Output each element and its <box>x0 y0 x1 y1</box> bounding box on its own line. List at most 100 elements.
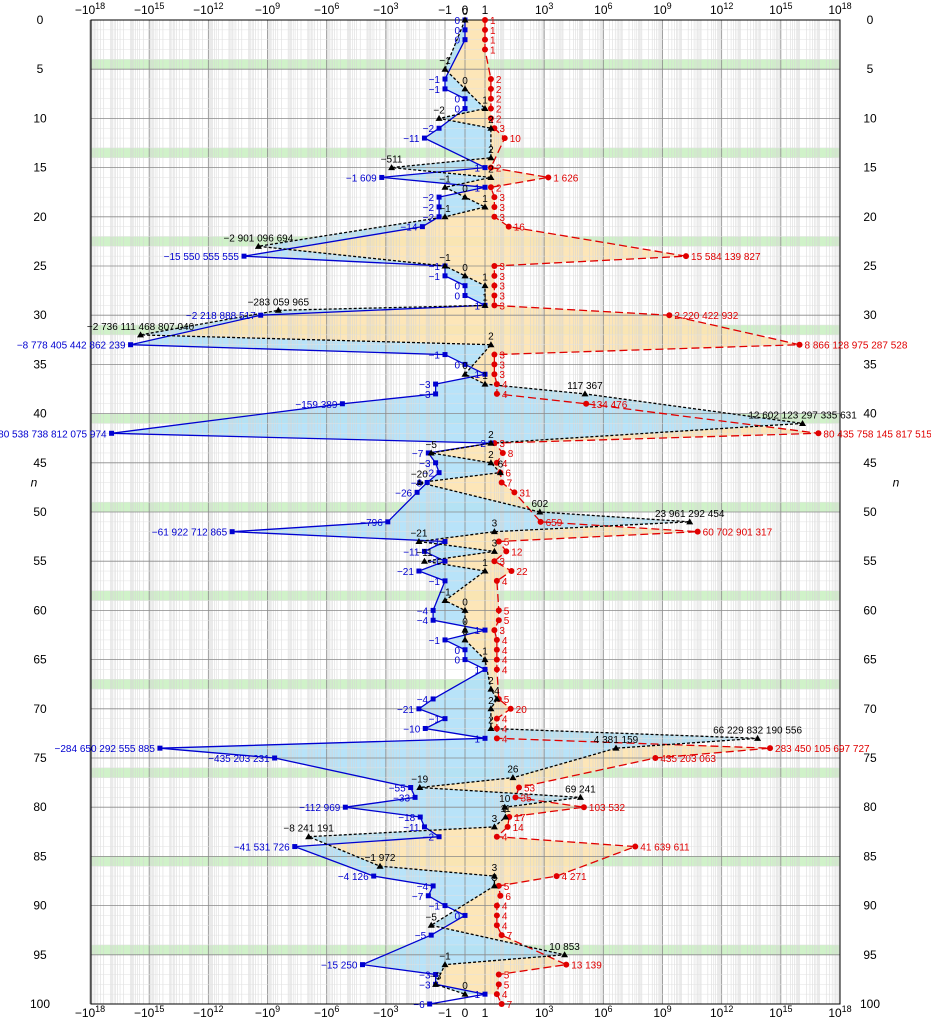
lower-point <box>482 371 488 377</box>
lower-point-label: −6 <box>413 1000 425 1011</box>
upper-point-label: 134 476 <box>591 400 628 411</box>
middle-point <box>487 341 495 348</box>
lower-point-label: −1 <box>429 262 441 273</box>
middle-point-label: 3 <box>492 519 498 530</box>
upper-point <box>495 607 502 614</box>
upper-point-label: 8 866 128 975 287 528 <box>805 341 908 352</box>
middle-point <box>487 173 495 180</box>
middle-point-label: 10 <box>499 794 511 805</box>
middle-point <box>415 478 423 485</box>
lower-point-label: −796 <box>360 518 383 529</box>
y-tick-label-right: 30 <box>863 308 877 322</box>
lower-point-label: −1 <box>429 538 441 549</box>
y-tick-label-right: 35 <box>863 357 877 371</box>
upper-point-label: 283 450 105 697 727 <box>775 744 870 755</box>
upper-point-label: 3 <box>499 213 505 224</box>
lower-point-label: 0 <box>454 911 460 922</box>
y-tick-label-left: 90 <box>33 899 47 913</box>
lower-point-label: −26 <box>395 488 412 499</box>
upper-point <box>511 489 518 496</box>
upper-point-label: 3 <box>499 272 505 283</box>
lower-point-label: 0 <box>454 105 460 116</box>
upper-point-label: 1 <box>490 16 496 27</box>
y-tick-label-right: 85 <box>863 849 877 863</box>
y-tick-label-right: 65 <box>863 653 877 667</box>
upper-point-label: 4 <box>502 911 508 922</box>
middle-point <box>487 705 495 712</box>
middle-point <box>376 862 384 869</box>
lower-point <box>442 578 448 584</box>
lower-point-label: −284 650 292 555 885 <box>55 744 156 755</box>
upper-point-label: 3 <box>499 301 505 312</box>
middle-point <box>441 961 449 968</box>
middle-point <box>254 242 262 249</box>
upper-point-label: 17 <box>514 813 526 824</box>
lower-point <box>482 735 488 741</box>
x-tick-label-bottom: −1 <box>438 1006 452 1020</box>
upper-point <box>482 36 488 43</box>
upper-point-label: 2 220 422 932 <box>674 311 738 322</box>
middle-point-label: −2 736 111 468 807 040 <box>87 322 195 333</box>
lower-point <box>462 283 468 289</box>
lower-point <box>442 273 448 279</box>
upper-point-label: 3 <box>499 193 505 204</box>
upper-point <box>508 568 515 575</box>
lower-point-label: 1 <box>474 164 480 175</box>
middle-point <box>502 813 510 820</box>
y-tick-label-right: 60 <box>863 603 877 617</box>
middle-point <box>686 518 694 525</box>
upper-point <box>482 26 488 33</box>
lower-point <box>433 971 439 977</box>
upper-point-label: 4 <box>502 833 508 844</box>
lower-point-label: 0 <box>454 656 460 667</box>
lower-point <box>482 991 488 997</box>
upper-point-label: 4 <box>502 665 508 676</box>
upper-point-label: 4 <box>502 577 508 588</box>
lower-point-label: 0 <box>454 360 460 371</box>
middle-point-label: 0 <box>462 597 468 608</box>
lower-point <box>371 873 377 879</box>
middle-point-label: −511 <box>381 155 403 166</box>
lower-point <box>342 804 348 810</box>
upper-point-label: 2 <box>496 105 502 116</box>
upper-point <box>491 263 498 269</box>
y-tick-label-right: 80 <box>863 800 877 814</box>
middle-point-label: −11 <box>416 548 433 559</box>
x-tick-label-bottom: 1015 <box>769 1004 792 1020</box>
middle-point-label: −1 <box>439 588 451 599</box>
lower-point-label: 0 <box>454 646 460 657</box>
middle-point <box>432 980 440 987</box>
upper-point <box>516 784 523 791</box>
upper-point-label: 22 <box>516 567 528 578</box>
middle-point-label: 1 <box>482 558 488 569</box>
upper-point-label: 3 <box>499 439 505 450</box>
lower-point-label: 2 <box>480 439 486 450</box>
middle-point-label: −1 972 <box>365 853 396 864</box>
x-tick-label-bottom: −1015 <box>134 1004 164 1020</box>
upper-point-label: 3 <box>499 351 505 362</box>
x-tick-label-bottom: 106 <box>594 1004 612 1020</box>
middle-point <box>481 282 489 289</box>
middle-point-label: 117 367 <box>567 381 603 392</box>
upper-point-label: 1 <box>490 26 496 37</box>
x-tick-label-bottom: −106 <box>314 1004 339 1020</box>
middle-point-label: −2 901 096 694 <box>223 233 293 244</box>
lower-point <box>442 558 448 564</box>
upper-point <box>504 823 511 830</box>
middle-point <box>490 528 498 535</box>
upper-point-label: 435 203 063 <box>660 754 716 765</box>
x-tick-label-bottom: −1012 <box>193 1004 223 1020</box>
upper-point-label: 3 <box>499 557 505 568</box>
lower-point-label: 0 <box>454 95 460 106</box>
lower-point <box>339 401 345 407</box>
lower-point <box>258 312 264 318</box>
y-tick-label-left: 70 <box>33 702 47 716</box>
upper-point-label: 2 <box>496 183 502 194</box>
middle-point <box>461 193 469 200</box>
lower-point-label: −2 <box>423 193 435 204</box>
upper-point <box>505 223 512 230</box>
middle-point <box>305 833 313 840</box>
x-tick-label-bottom: 1018 <box>828 1004 851 1020</box>
lower-point <box>462 96 468 102</box>
lower-point-label: −41 531 726 <box>234 843 290 854</box>
